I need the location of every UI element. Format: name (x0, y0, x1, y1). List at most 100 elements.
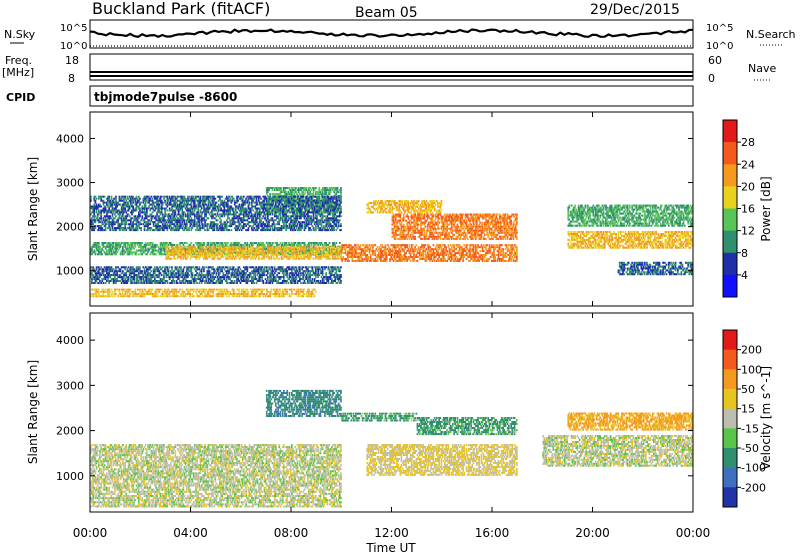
heatmap-cell (216, 257, 219, 260)
heatmap-cell (118, 245, 121, 248)
heatmap-cell (396, 223, 398, 226)
heatmap-cell (436, 244, 438, 247)
heatmap-cell (316, 253, 318, 256)
heatmap-cell (510, 215, 512, 218)
heatmap-cell (503, 223, 506, 226)
heatmap-cell (469, 246, 471, 249)
heatmap-cell (140, 251, 142, 254)
heatmap-cell (280, 248, 283, 251)
heatmap-cell (432, 256, 435, 258)
heatmap-cell (255, 242, 258, 244)
heatmap-cell (343, 248, 346, 251)
heatmap-cell (156, 243, 158, 246)
heatmap-cell (219, 252, 221, 255)
heatmap-cell (423, 227, 426, 230)
heatmap-cell (484, 229, 486, 232)
heatmap-cell (94, 195, 97, 198)
heatmap-cell (115, 201, 117, 204)
heatmap-cell (369, 248, 372, 251)
heatmap-cell (98, 205, 100, 208)
heatmap-cell (441, 259, 444, 262)
heatmap-cell (158, 253, 161, 256)
heatmap-cell (353, 248, 356, 251)
heatmap-cell (263, 255, 266, 258)
heatmap-cell (301, 197, 303, 200)
heatmap-cell (173, 243, 176, 246)
heatmap-cell (240, 248, 243, 251)
heatmap-cell (136, 201, 139, 204)
heatmap-cell (134, 219, 137, 222)
heatmap-cell (495, 217, 498, 220)
heatmap-cell (324, 191, 326, 194)
heatmap-cell (102, 203, 105, 206)
heatmap-cell (383, 259, 386, 262)
heatmap-cell (273, 189, 276, 191)
heatmap-cell (256, 243, 259, 246)
heatmap-cell (474, 237, 477, 240)
heatmap-cell (406, 205, 408, 208)
heatmap-cell (126, 219, 129, 222)
heatmap-cell (259, 250, 261, 253)
heatmap-cell (328, 191, 331, 194)
heatmap-cell (399, 202, 402, 204)
heatmap-cell (233, 247, 236, 250)
heatmap-cell (336, 191, 339, 194)
heatmap-cell (294, 257, 297, 260)
heatmap-cell (263, 245, 266, 248)
heatmap-cell (514, 244, 517, 247)
heatmap-cell (209, 243, 212, 246)
heatmap-cell (375, 200, 378, 203)
heatmap-cell (90, 249, 92, 252)
heatmap-cell (351, 246, 354, 249)
heatmap-cell (332, 255, 334, 258)
heatmap-cell (437, 258, 439, 260)
heatmap-cell (408, 211, 411, 214)
heatmap-cell (117, 249, 120, 252)
heatmap-cell (500, 219, 502, 222)
heatmap-cell (132, 227, 134, 230)
heatmap-cell (407, 205, 410, 208)
heatmap-cell (102, 243, 105, 246)
heatmap-cell (510, 248, 512, 251)
heatmap-cell (455, 225, 458, 228)
heatmap-cell (428, 258, 430, 260)
heatmap-cell (131, 253, 133, 256)
heatmap-cell (458, 250, 461, 253)
heatmap-cell (420, 225, 422, 228)
heatmap-cell (114, 197, 116, 200)
heatmap-cell (509, 258, 511, 260)
heatmap-cell (514, 252, 517, 255)
heatmap-cell (420, 237, 422, 240)
heatmap-cell (115, 215, 117, 218)
heatmap-cell (205, 245, 207, 248)
heatmap-cell (454, 215, 456, 218)
heatmap-cell (501, 244, 503, 247)
heatmap-cell (176, 255, 179, 258)
heatmap-cell (448, 231, 451, 234)
heatmap-cell (269, 205, 271, 208)
heatmap-cell (394, 215, 397, 218)
heatmap-cell (256, 248, 259, 251)
heatmap-cell (409, 219, 412, 222)
heatmap-cell (376, 254, 379, 256)
heatmap-cell (501, 235, 503, 238)
heatmap-cell (109, 209, 112, 212)
heatmap-cell (262, 245, 265, 248)
heatmap-cell (393, 233, 396, 236)
heatmap-cell (393, 256, 396, 258)
heatmap-cell (497, 229, 500, 232)
nave-top-tick: 60 (708, 54, 722, 67)
heatmap-cell (394, 250, 397, 253)
heatmap-cell (464, 217, 467, 220)
heatmap-cell (98, 225, 100, 228)
heatmap-cell (486, 250, 488, 253)
heatmap-cell (401, 235, 404, 238)
heatmap-cell (440, 246, 443, 249)
heatmap-cell (421, 223, 423, 226)
heatmap-cell (175, 252, 178, 255)
heatmap-cell (152, 253, 155, 256)
heatmap-cell (312, 250, 315, 253)
heatmap-cell (416, 252, 419, 255)
heatmap-cell (283, 251, 285, 254)
heatmap-cell (405, 235, 407, 238)
